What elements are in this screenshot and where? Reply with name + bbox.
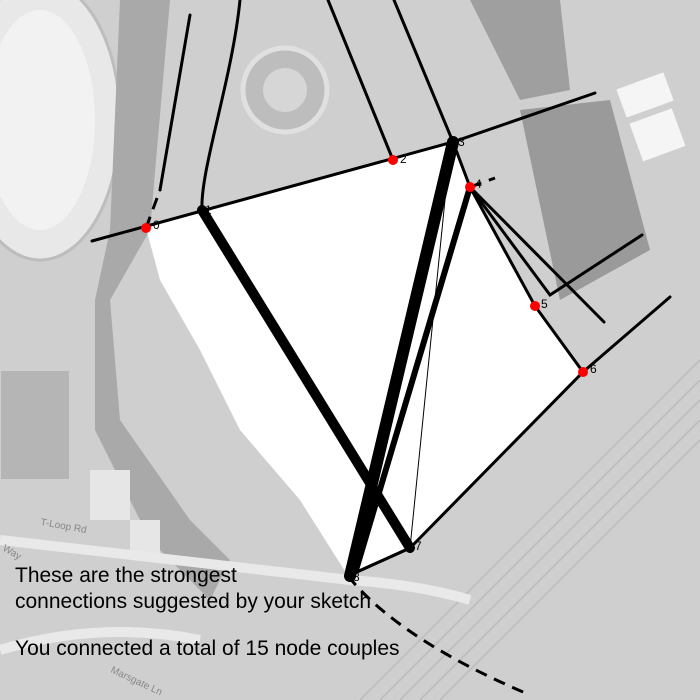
connection-3-7	[409, 149, 451, 549]
node-label-5: 5	[541, 297, 548, 311]
node-label-7: 7	[415, 539, 422, 553]
node-label-6: 6	[590, 362, 597, 376]
caption-total: You connected a total of 15 node couples	[15, 637, 400, 660]
node-labels: 0 1 2 3 4 5 6 7 8	[153, 135, 597, 584]
node-label-1: 1	[205, 203, 212, 217]
node-label-8: 8	[353, 570, 360, 584]
node-label-3: 3	[458, 135, 465, 149]
node-7[interactable]	[407, 545, 413, 551]
node-8[interactable]	[345, 573, 351, 579]
caption-strongest: These are the strongest connections sugg…	[15, 563, 371, 615]
node-4[interactable]	[465, 182, 475, 192]
connection-4-8	[353, 184, 473, 573]
node-label-4: 4	[475, 177, 482, 191]
node-6[interactable]	[578, 367, 588, 377]
nodes	[141, 139, 588, 579]
node-0[interactable]	[141, 223, 151, 233]
connection-3-8	[344, 136, 459, 582]
node-3[interactable]	[450, 139, 456, 145]
strong-connections	[197, 136, 473, 582]
node-5[interactable]	[530, 301, 540, 311]
node-2[interactable]	[388, 155, 398, 165]
node-label-2: 2	[400, 152, 407, 166]
node-1[interactable]	[199, 207, 205, 213]
sketch-area	[146, 142, 583, 576]
caption-line-2: connections suggested by your sketch	[15, 590, 372, 613]
node-label-0: 0	[153, 218, 160, 232]
caption-line-1: These are the strongest	[15, 564, 237, 587]
